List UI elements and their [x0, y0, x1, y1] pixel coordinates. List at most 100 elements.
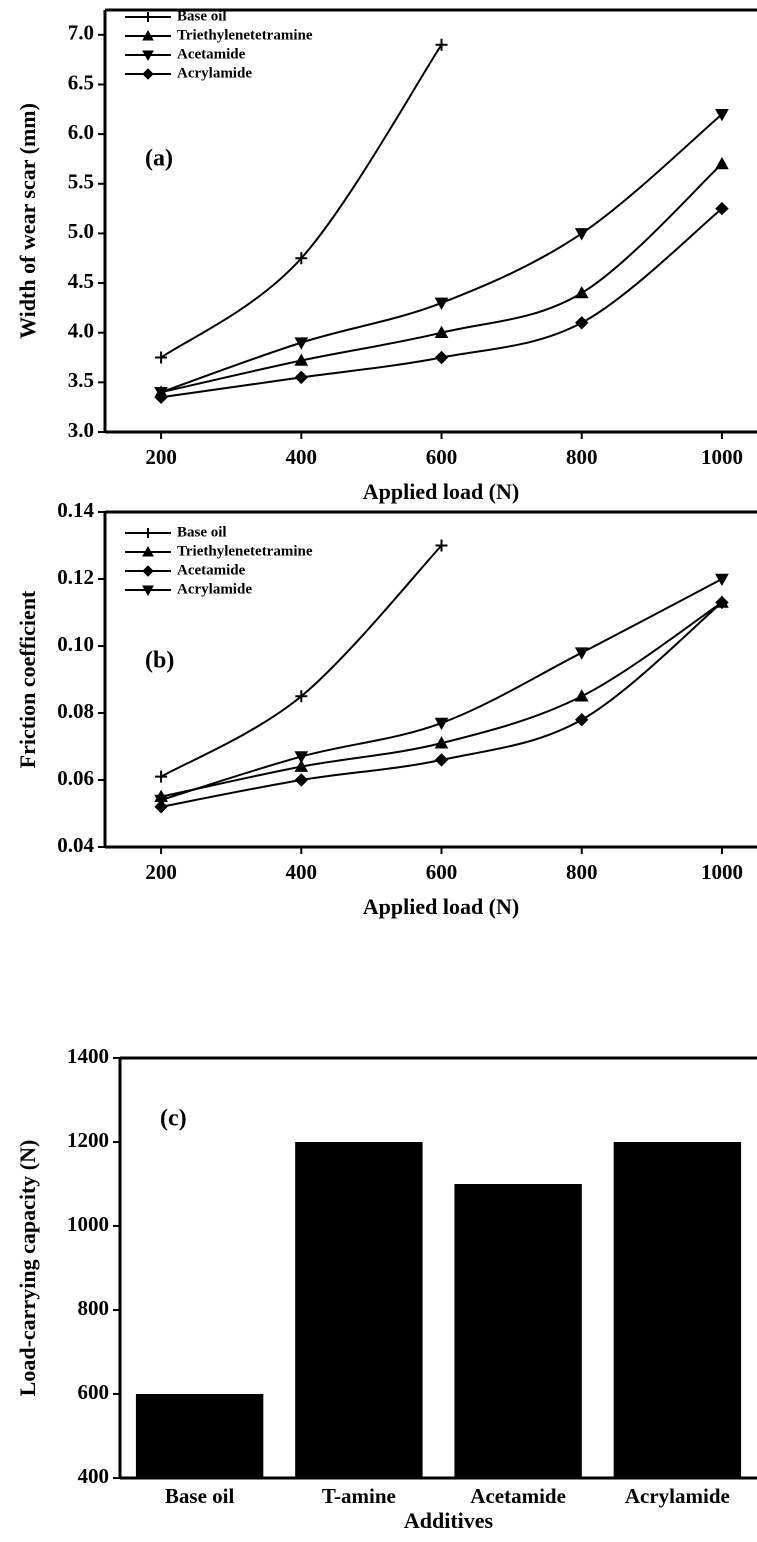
- data-point: [434, 717, 449, 731]
- y-tick-label: 5.0: [68, 219, 94, 243]
- legend-marker: [143, 12, 153, 22]
- x-axis-title: Applied load (N): [363, 479, 519, 504]
- bar: [295, 1142, 423, 1478]
- data-point: [575, 316, 589, 330]
- legend-label: Triethylenetetramine: [177, 27, 313, 43]
- data-point: [295, 252, 308, 265]
- legend-label: Base oil: [177, 524, 227, 540]
- data-point: [154, 794, 168, 808]
- x-tick-label: 800: [566, 860, 598, 884]
- x-tick-label: 200: [145, 445, 177, 469]
- y-tick-label: 0.06: [57, 766, 94, 790]
- x-axis-title: Applied load (N): [363, 894, 519, 919]
- y-axis-title: Width of wear scar (mm): [15, 103, 40, 339]
- bar: [454, 1184, 582, 1478]
- y-tick-label: 400: [78, 1464, 110, 1488]
- data-point: [435, 38, 448, 51]
- data-point: [155, 770, 168, 783]
- legend-label: Acrylamide: [177, 581, 252, 597]
- y-tick-label: 7.0: [68, 21, 94, 45]
- chart-panel: 400 600 800 1000 1200 1400 Load-carrying capac…: [15, 1044, 757, 1533]
- y-tick-label: 6.0: [68, 120, 94, 144]
- data-point: [574, 647, 589, 660]
- legend-label: Triethylenetetramine: [177, 543, 313, 559]
- data-point: [295, 690, 308, 703]
- y-tick-label: 3.0: [68, 418, 94, 442]
- data-point: [434, 297, 449, 310]
- y-axis-title: Load-carrying capacity (N): [15, 1140, 40, 1397]
- y-tick-label: 0.10: [57, 632, 94, 656]
- data-point: [294, 353, 309, 366]
- y-tick-label: 800: [78, 1296, 110, 1320]
- series-line: [160, 163, 723, 394]
- data-point: [294, 759, 309, 772]
- data-point: [715, 573, 729, 587]
- series-line: [160, 113, 723, 394]
- chart-panel: 3.0 3.5 4.0 4.5 5.0 5.5 6.0 6.5 7.0 Width of wear…: [15, 8, 757, 504]
- x-tick-label: 1000: [701, 445, 743, 469]
- data-point: [715, 156, 729, 170]
- data-point: [294, 337, 309, 350]
- panel-label: (a): [145, 146, 173, 172]
- data-point: [575, 712, 589, 727]
- x-tick-label: 400: [286, 445, 318, 469]
- panel-label: (b): [145, 648, 174, 674]
- bar: [613, 1142, 742, 1478]
- legend-marker: [142, 545, 154, 557]
- series-line: [160, 44, 443, 359]
- y-tick-label: 0.14: [57, 498, 94, 522]
- data-point: [574, 689, 589, 702]
- data-point: [435, 539, 448, 552]
- x-tick-label: 200: [145, 860, 177, 884]
- legend-marker: [142, 29, 154, 41]
- legend-marker: [142, 50, 154, 62]
- data-point: [154, 390, 168, 404]
- data-point: [294, 751, 309, 764]
- y-tick-label: 4.0: [68, 319, 94, 343]
- x-tick-label: T-amine: [322, 1484, 396, 1508]
- legend-marker: [143, 528, 153, 538]
- data-point: [715, 201, 729, 216]
- y-tick-label: 1400: [67, 1044, 109, 1068]
- data-point: [715, 595, 729, 610]
- x-tick-label: 800: [566, 445, 598, 469]
- x-axis-title: Additives: [404, 1508, 494, 1533]
- data-point: [574, 285, 589, 299]
- x-tick-label: 600: [426, 445, 458, 469]
- x-tick-label: 400: [286, 860, 318, 884]
- legend-marker: [142, 68, 154, 80]
- y-tick-label: 1200: [67, 1128, 109, 1152]
- y-tick-label: 0.12: [57, 565, 94, 589]
- panel-label: (c): [160, 1106, 187, 1132]
- legend-marker: [142, 585, 154, 597]
- data-point: [294, 370, 309, 385]
- data-point: [294, 773, 309, 787]
- x-tick-label: Acrylamide: [625, 1484, 730, 1508]
- x-tick-label: Acetamide: [470, 1484, 566, 1508]
- data-point: [434, 753, 449, 767]
- series-line: [160, 544, 443, 778]
- legend-label: Base oil: [177, 8, 227, 24]
- y-axis-title: Friction coefficient: [15, 590, 40, 768]
- chart-panel: 0.04 0.06 0.08 0.10 0.12 0.14 Friction coeffic…: [15, 498, 757, 919]
- y-tick-label: 4.5: [68, 269, 94, 293]
- data-point: [715, 108, 729, 122]
- data-point: [434, 736, 449, 749]
- y-tick-label: 0.08: [57, 699, 94, 723]
- x-tick-label: Base oil: [165, 1484, 235, 1508]
- series-line: [160, 601, 723, 798]
- legend-label: Acrylamide: [177, 65, 252, 81]
- series-line: [160, 601, 723, 808]
- data-point: [574, 228, 589, 241]
- legend-label: Acetamide: [177, 562, 246, 578]
- y-tick-label: 1000: [67, 1212, 109, 1236]
- x-tick-label: 600: [426, 860, 458, 884]
- y-tick-label: 6.5: [68, 70, 94, 94]
- y-tick-label: 0.04: [57, 833, 94, 857]
- series-line: [160, 578, 723, 802]
- data-point: [434, 350, 449, 365]
- x-tick-label: 1000: [701, 860, 743, 884]
- y-tick-label: 5.5: [68, 170, 94, 194]
- bar: [135, 1394, 264, 1478]
